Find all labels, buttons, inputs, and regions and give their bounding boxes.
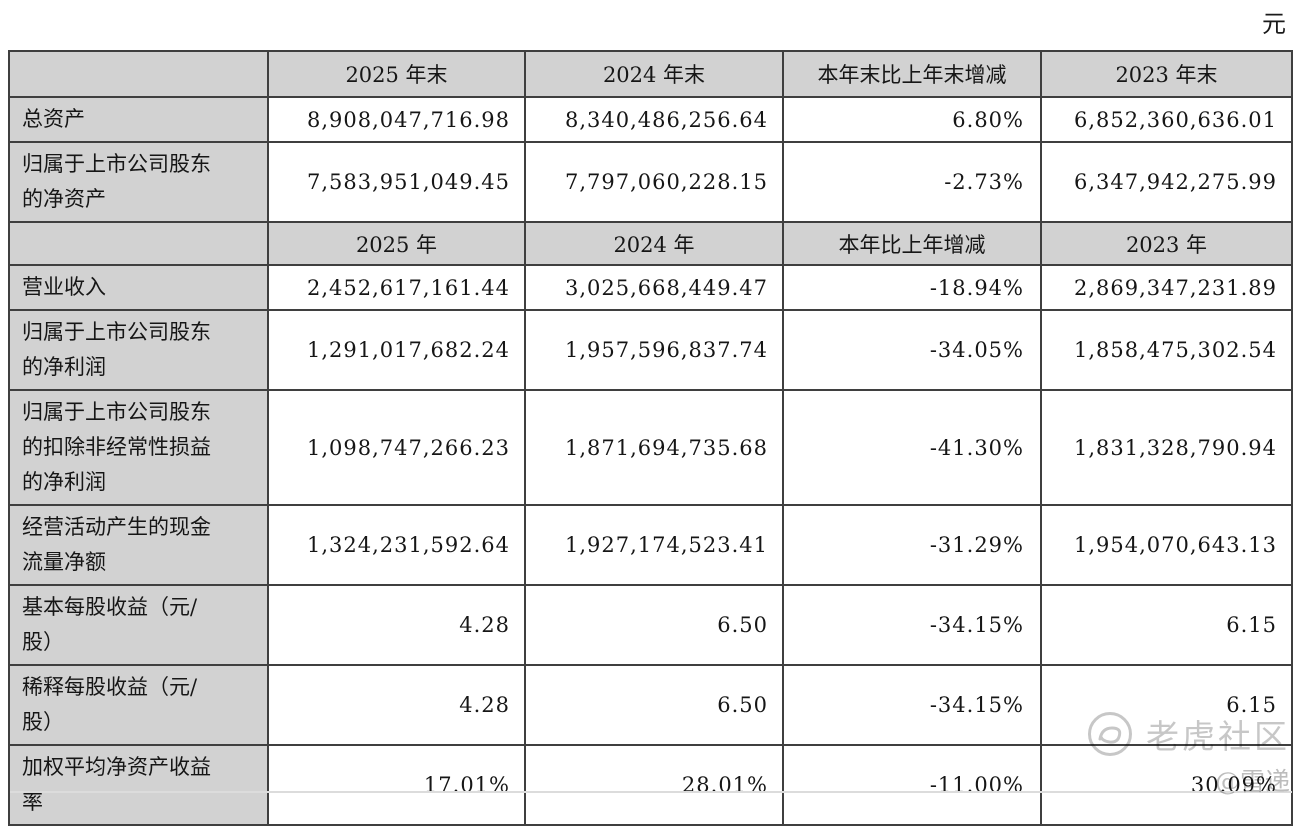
table-header-row-annual: 2025 年 2024 年 本年比上年增减 2023 年 [8, 221, 1293, 266]
cell-value: 8,340,486,256.64 [524, 96, 784, 143]
cell-value: 1,871,694,735.68 [524, 389, 784, 506]
cell-value: -2.73% [782, 141, 1042, 223]
cell-value: 30.09% [1040, 744, 1293, 826]
row-label: 加权平均净资产收益 率 [8, 744, 269, 826]
cell-value: 28.01% [524, 744, 784, 826]
row-label: 归属于上市公司股东 的净资产 [8, 141, 269, 223]
column-header-2025: 2025 年 [267, 221, 526, 266]
cell-value: 8,908,047,716.98 [267, 96, 526, 143]
cell-value: 4.28 [267, 664, 526, 746]
cell-value: 6,852,360,636.01 [1040, 96, 1293, 143]
cell-value: 1,291,017,682.24 [267, 309, 526, 391]
column-header-annual-change: 本年比上年增减 [782, 221, 1042, 266]
table-bottom-divider [10, 791, 1292, 793]
cell-value: 1,098,747,266.23 [267, 389, 526, 506]
cell-value: 1,858,475,302.54 [1040, 309, 1293, 391]
table-row-net-profit: 归属于上市公司股东 的净利润 1,291,017,682.24 1,957,59… [8, 309, 1293, 391]
column-header-2025-yearend: 2025 年末 [267, 50, 526, 98]
column-header-2023-yearend: 2023 年末 [1040, 50, 1293, 98]
cell-value: 1,324,231,592.64 [267, 504, 526, 586]
table-row-operating-cash-flow: 经营活动产生的现金 流量净额 1,324,231,592.64 1,927,17… [8, 504, 1293, 586]
row-label: 营业收入 [8, 264, 269, 311]
row-label: 归属于上市公司股东 的净利润 [8, 309, 269, 391]
table-header-row-yearend: 2025 年末 2024 年末 本年末比上年末增减 2023 年末 [8, 50, 1293, 98]
row-label: 稀释每股收益（元/ 股） [8, 664, 269, 746]
column-header-2024: 2024 年 [524, 221, 784, 266]
corner-header-cell [8, 50, 269, 98]
cell-value: -34.15% [782, 664, 1042, 746]
cell-value: -31.29% [782, 504, 1042, 586]
cell-value: 6.15 [1040, 664, 1293, 746]
cell-value: 1,927,174,523.41 [524, 504, 784, 586]
column-header-2023: 2023 年 [1040, 221, 1293, 266]
cell-value: 6.15 [1040, 584, 1293, 666]
cell-value: 2,452,617,161.44 [267, 264, 526, 311]
cell-value: -18.94% [782, 264, 1042, 311]
cell-value: 1,954,070,643.13 [1040, 504, 1293, 586]
corner-header-cell [8, 221, 269, 266]
row-label: 经营活动产生的现金 流量净额 [8, 504, 269, 586]
cell-value: 6.50 [524, 584, 784, 666]
column-header-2024-yearend: 2024 年末 [524, 50, 784, 98]
table-row-diluted-eps: 稀释每股收益（元/ 股） 4.28 6.50 -34.15% 6.15 [8, 664, 1293, 746]
table-row-total-assets: 总资产 8,908,047,716.98 8,340,486,256.64 6.… [8, 96, 1293, 143]
cell-value: 6.50 [524, 664, 784, 746]
cell-value: -34.15% [782, 584, 1042, 666]
row-label: 总资产 [8, 96, 269, 143]
currency-unit-label: 元 [1262, 10, 1286, 38]
cell-value: -34.05% [782, 309, 1042, 391]
cell-value: -11.00% [782, 744, 1042, 826]
cell-value: 7,583,951,049.45 [267, 141, 526, 223]
table-row-basic-eps: 基本每股收益（元/ 股） 4.28 6.50 -34.15% 6.15 [8, 584, 1293, 666]
column-header-yearend-change: 本年末比上年末增减 [782, 50, 1042, 98]
cell-value: 3,025,668,449.47 [524, 264, 784, 311]
cell-value: 17.01% [267, 744, 526, 826]
cell-value: 6,347,942,275.99 [1040, 141, 1293, 223]
cell-value: 6.80% [782, 96, 1042, 143]
cell-value: 4.28 [267, 584, 526, 666]
table-row-net-profit-excl-nonrecurring: 归属于上市公司股东 的扣除非经常性损益 的净利润 1,098,747,266.2… [8, 389, 1293, 506]
cell-value: 1,957,596,837.74 [524, 309, 784, 391]
cell-value: 2,869,347,231.89 [1040, 264, 1293, 311]
table-row-revenue: 营业收入 2,452,617,161.44 3,025,668,449.47 -… [8, 264, 1293, 311]
cell-value: -41.30% [782, 389, 1042, 506]
cell-value: 1,831,328,790.94 [1040, 389, 1293, 506]
cell-value: 7,797,060,228.15 [524, 141, 784, 223]
row-label: 基本每股收益（元/ 股） [8, 584, 269, 666]
row-label: 归属于上市公司股东 的扣除非经常性损益 的净利润 [8, 389, 269, 506]
financial-summary-table: 2025 年末 2024 年末 本年末比上年末增减 2023 年末 总资产 8,… [8, 50, 1293, 826]
table-row-net-assets: 归属于上市公司股东 的净资产 7,583,951,049.45 7,797,06… [8, 141, 1293, 223]
table-row-weighted-avg-roe: 加权平均净资产收益 率 17.01% 28.01% -11.00% 30.09% [8, 744, 1293, 826]
